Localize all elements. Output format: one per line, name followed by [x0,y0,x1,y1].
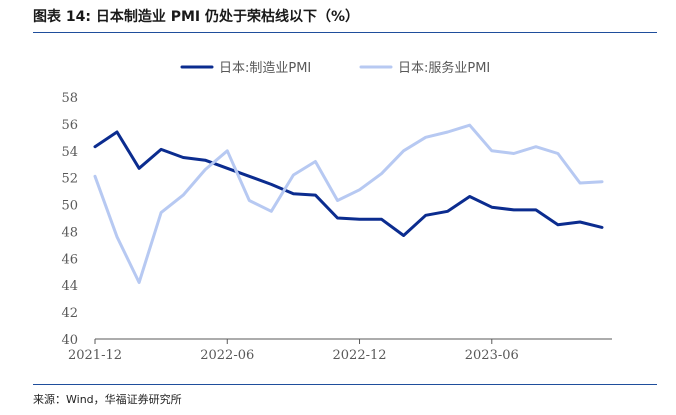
y-tick-label-52: 52 [61,172,78,187]
y-tick-label-58: 58 [61,91,78,106]
y-tick-label-48: 48 [61,225,78,240]
y-tick-label-54: 54 [61,145,78,160]
legend: 日本:制造业PMI 日本:服务业PMI [180,60,490,76]
source-divider [33,384,657,385]
y-tick-label-46: 46 [61,252,78,267]
y-tick-label-56: 56 [61,118,78,133]
y-tick-label-42: 42 [61,306,78,321]
legend-label-1: 日本:制造业PMI [219,61,311,76]
x-tick-label-2021-12: 2021-12 [68,348,122,363]
y-tick-label-50: 50 [61,199,78,214]
source-note: 来源：Wind，华福证券研究所 [33,393,182,406]
line-chart: 日本:制造业PMI 日本:服务业PMI 40424446485052545658 … [61,60,612,363]
y-axis: 40 42 44 46 48 50 52 54 56 58 [61,91,78,348]
figure-title: 图表 14: 日本制造业 PMI 仍处于荣枯线以下（%） [33,9,360,25]
series-line-1 [93,130,604,237]
y-tick-label-44: 44 [61,279,78,294]
y-tick-label-40: 40 [61,333,78,348]
legend-label-2: 日本:服务业PMI [398,60,490,76]
title-divider [33,32,657,33]
x-axis: 2021-12 2022-06 2022-12 2023-06 [68,338,612,363]
x-tick-label-2023-06: 2023-06 [465,348,519,363]
series-line-2 [93,123,604,284]
series-lines [93,123,604,284]
x-tick-label-2022-12: 2022-12 [333,348,387,363]
x-tick-label-2022-06: 2022-06 [200,348,254,363]
